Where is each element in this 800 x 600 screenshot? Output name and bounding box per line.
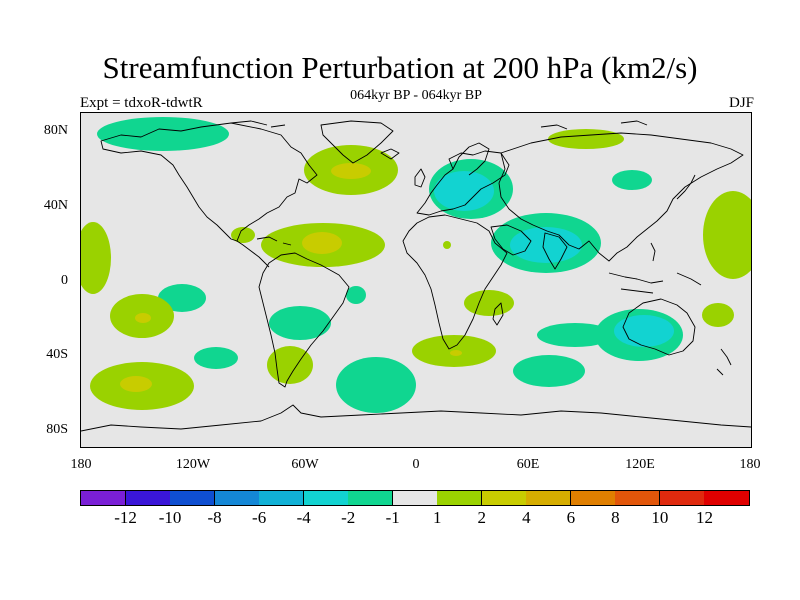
lat-label-40n: 40N [43,198,68,213]
colorbar-swatch [259,491,305,505]
colorbar-swatch [81,491,127,505]
contour-core [434,171,494,211]
colorbar-swatch [125,491,171,505]
colorbar-tick-label: 12 [695,508,713,527]
lon-label-0: 0 [412,457,420,472]
colorbar [80,490,750,506]
iceland-outline [380,148,400,160]
colorbar-swatch [437,491,483,505]
colorbar-tick-label: -6 [252,508,267,527]
colorbar-tick-label: -10 [158,508,182,527]
lat-label-0: 0 [61,273,68,288]
contour-blob [97,117,229,151]
lat-label-40s: 40S [46,347,68,362]
philippines-outline [650,242,656,262]
contour-blob [267,346,313,384]
map-svg [81,117,751,432]
india-outline [542,232,568,270]
contour-blob [612,170,652,190]
lon-label-60w: 60W [291,457,319,472]
lat-label-80s: 80S [46,422,68,437]
colorbar-swatch [659,491,705,505]
cyan-cores [434,171,674,347]
greenland-outline [320,120,394,164]
experiment-label: Expt = tdxoR-tdwtR [80,95,203,111]
lon-label-120w: 120W [175,457,211,472]
contour-blob [703,191,751,279]
arabia-outline [490,224,532,256]
colorbar-swatch [704,491,750,505]
colorbar-tick-label: 10 [651,508,669,527]
contour-blob [231,227,255,243]
contour-core [120,376,152,392]
colorbar-swatch [348,491,394,505]
colorbar-tick-label: 1 [433,508,442,527]
contour-blob [81,222,111,294]
lon-label-180-west: 180 [70,457,92,472]
great-britain-outline [414,168,426,188]
contour-core [614,315,674,347]
colorbar-tick-label: 6 [566,508,576,527]
antarctica-outline [81,404,751,432]
positive-contours [81,129,751,410]
arctic-islands [230,120,648,130]
contour-blob [513,355,585,387]
contour-blob [464,290,514,316]
africa-outline [402,214,508,350]
colorbar-tick-label: -4 [296,508,311,527]
madagascar-outline [492,302,504,326]
contour-core [450,350,462,356]
contour-blob [443,241,451,249]
indonesia-outline [608,272,702,294]
australia-outline [622,298,696,356]
page-title: Streamfunction Perturbation at 200 hPa (… [102,50,698,85]
contour-blob [158,284,206,312]
colorbar-tick-label: -12 [114,508,137,527]
new-zealand-outline [716,348,732,376]
subtitle: 064kyr BP - 064kyr BP [350,88,482,103]
contour-core [135,313,151,323]
contour-blob [346,286,366,304]
asia-outline [498,132,744,262]
lon-label-60e: 60E [516,457,540,472]
contour-blob [548,129,624,149]
japan-outline [676,174,696,200]
colorbar-swatch [214,491,260,505]
contour-blob [537,323,613,347]
scandinavia-outline [452,142,490,176]
colorbar-tick-label: -2 [341,508,356,527]
colorbar-swatch [615,491,661,505]
positive-cores [120,163,462,392]
contour-core [331,163,371,179]
contour-blob [269,306,331,340]
contour-blob [702,303,734,327]
colorbar-tick-label: -1 [385,508,400,527]
contour-core [302,232,342,254]
caribbean-islands [256,236,292,246]
contour-blob [336,357,416,413]
colorbar-tick-label: 8 [611,508,620,527]
season-label: DJF [728,95,754,111]
colorbar-swatch [303,491,349,505]
south-america-outline [258,252,350,388]
colorbar-swatch [392,491,438,505]
colorbar-swatch [481,491,527,505]
lon-label-120e: 120E [625,457,655,472]
colorbar-swatch [526,491,572,505]
lon-label-180-east: 180 [739,457,761,472]
colorbar-tick-label: 2 [477,508,487,527]
colorbar-swatch [170,491,216,505]
colorbar-swatch [570,491,616,505]
contour-core [510,227,582,263]
map-panel [80,112,752,448]
colorbar-tick-label: 4 [522,508,531,527]
central-america-outline [236,240,270,268]
lat-label-80n: 80N [43,123,68,138]
coastlines [81,120,751,432]
colorbar-tick-label: -8 [207,508,222,527]
contour-blob [194,347,238,369]
